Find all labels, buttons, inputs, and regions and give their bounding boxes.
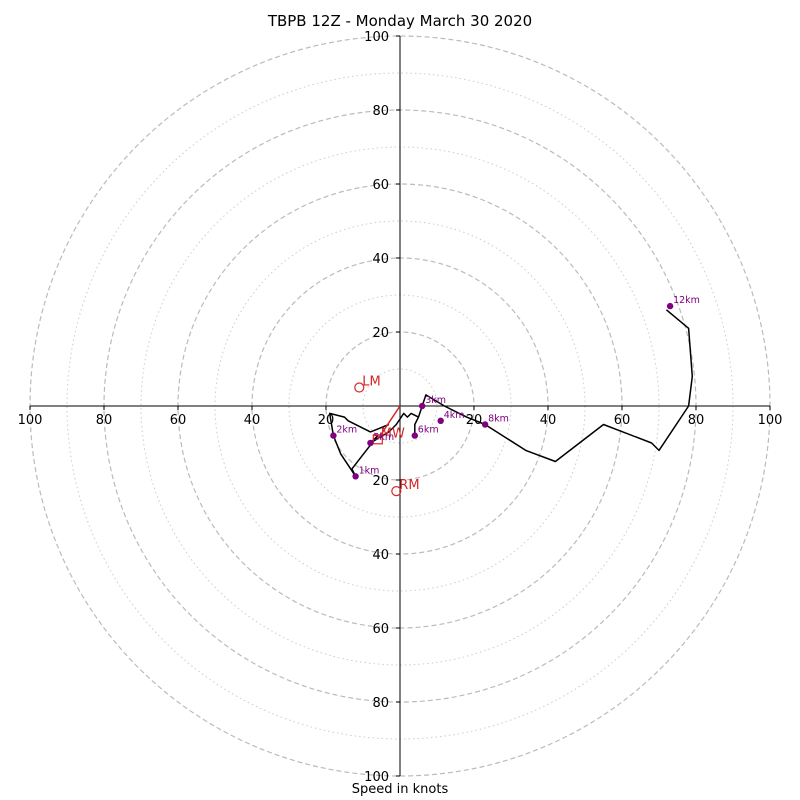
height-marker-12km [666,302,674,310]
height-label-4km: 4km [444,410,465,421]
wind-trace [328,309,694,478]
storm-motion-label-mw: MW [381,426,405,441]
x-tick-label: 100 [758,413,783,428]
height-label-8km: 8km [488,414,509,425]
x-tick-label: 60 [614,413,631,428]
height-marker-6km [411,432,418,439]
height-marker-5km [367,439,374,447]
height-label-5km: 5km [373,432,394,443]
height-marker-4km [437,417,444,424]
height-marker-8km [481,421,489,428]
y-tick-label: 80 [372,104,389,119]
height-markers: 1km 2km 5km 3km 4km 6km 8km 12km [330,295,700,480]
axes: 1001008080606040402020202040406060808010… [18,30,783,785]
y-tick-label: 60 [372,178,389,193]
y-tick-label: 40 [372,252,389,267]
y-tick-label: 100 [364,770,389,785]
x-tick-label: 100 [18,413,43,428]
y-tick-label: 60 [372,622,389,637]
storm-motion-label-lm: LM [362,375,380,390]
storm-motion-marker-mw [372,434,383,445]
storm-motion-label-rm: RM [399,478,419,493]
height-label-3km: 3km [425,395,446,406]
storm-motion-markers: LM RM MW [354,375,420,497]
chart-title: TBPB 12Z - Monday March 30 2020 [267,12,533,30]
speed-axis-label: Speed in knots [351,782,449,797]
height-label-12km: 12km [673,295,700,306]
height-label-2km: 2km [336,425,357,436]
y-tick-label: 20 [372,474,389,489]
y-tick-label: 100 [364,30,389,45]
height-marker-2km [330,432,337,439]
hodograph-line [328,309,694,478]
y-tick-label: 80 [372,696,389,711]
x-tick-label: 80 [688,413,705,428]
height-label-6km: 6km [418,425,439,436]
y-tick-label: 40 [372,548,389,563]
x-tick-label: 40 [540,413,557,428]
x-tick-label: 60 [170,413,187,428]
height-marker-1km [352,473,359,480]
x-tick-label: 40 [244,413,261,428]
storm-motion-marker-rm [391,486,402,497]
height-marker-3km [419,402,426,410]
mean-wind-vector [377,405,401,440]
x-tick-label: 80 [96,413,113,428]
y-tick-label: 20 [372,326,389,341]
height-label-1km: 1km [359,465,380,476]
storm-motion-marker-lm [354,382,365,393]
